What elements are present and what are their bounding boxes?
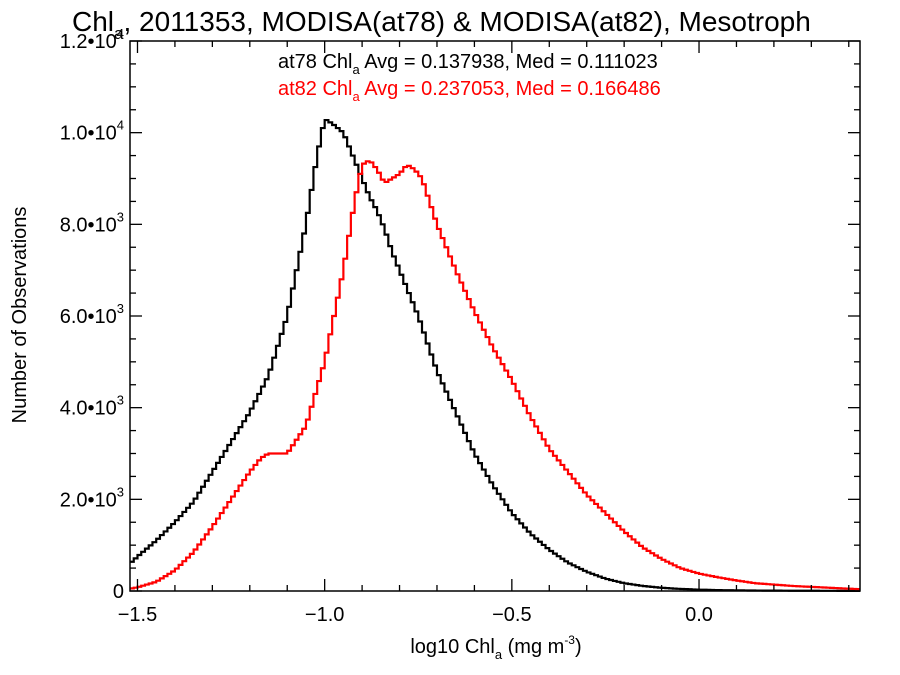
y-tick-label: 8.0•103 [60,209,124,236]
chart-title-prefix: Chl [72,6,114,37]
x-axis-label-mid: (mg m [502,636,564,658]
chart-title-rest: , 2011353, MODISA(at78) & MODISA(at82), … [123,6,810,37]
x-axis-label-prefix: log10 Chl [410,636,495,658]
y-tick-label: 2.0•103 [60,484,124,511]
x-tick-label: −1.0 [305,604,344,626]
series-line-at82 [130,160,860,591]
legend-entry-at82: at82 Chla Avg = 0.237053, Med = 0.166486 [278,78,661,104]
legend-entry-at78: at78 Chla Avg = 0.137938, Med = 0.111023 [278,51,658,77]
chart-title-subscript: a [114,24,124,43]
x-axis-label: log10 Chla (mg m-3) [410,633,581,662]
chart-title: Chla, 2011353, MODISA(at78) & MODISA(at8… [72,6,811,43]
x-axis: −1.5 −1.0 −0.5 0.0 [118,41,850,626]
legend: at78 Chla Avg = 0.137938, Med = 0.111023… [278,51,661,104]
y-tick-label: 6.0•103 [60,301,124,328]
x-axis-label-subscript: a [495,647,503,662]
x-axis-label-suffix: ) [575,636,582,658]
x-tick-label: −1.5 [118,604,157,626]
y-tick-label: 1.0•104 [60,118,124,145]
y-tick-label: 1.2•104 [60,26,124,53]
y-tick-label: 4.0•103 [60,393,124,420]
x-axis-label-superscript: -3 [564,633,575,647]
x-tick-label: −0.5 [492,604,531,626]
y-tick-label: 0 [113,581,124,603]
y-axis-label: Number of Observations [9,207,31,424]
y-axis: 0 2.0•103 4.0•103 6.0•103 8.0•103 1.0•104 1.2•… [60,26,860,603]
x-tick-label: 0.0 [685,604,713,626]
